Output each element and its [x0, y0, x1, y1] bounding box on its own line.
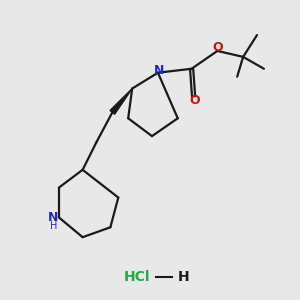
Text: N: N	[47, 211, 58, 224]
Text: H: H	[50, 221, 58, 231]
Text: N: N	[154, 64, 164, 77]
Text: O: O	[189, 94, 200, 107]
Polygon shape	[110, 88, 132, 114]
Text: O: O	[212, 41, 223, 55]
Text: H: H	[178, 270, 189, 284]
Text: HCl: HCl	[124, 270, 150, 284]
